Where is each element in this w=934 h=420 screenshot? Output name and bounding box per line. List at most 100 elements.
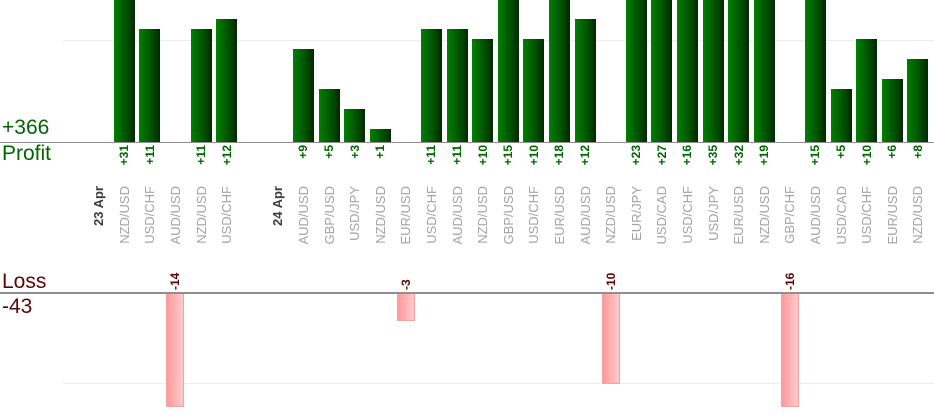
profit-bar — [676, 0, 698, 142]
profit-value-label: +1 — [373, 145, 388, 159]
profit-bar — [830, 89, 852, 142]
profit-bar — [420, 29, 442, 142]
loss-gridline — [63, 382, 934, 384]
loss-bar — [166, 293, 185, 407]
profit-value-label: +11 — [424, 145, 439, 165]
pair-label: EUR/JPY — [628, 186, 644, 241]
profit-bar — [369, 129, 391, 142]
profit-bar — [497, 0, 519, 142]
pair-label: USD/CHF — [423, 186, 439, 244]
profit-bar — [523, 39, 545, 142]
profit-bar — [574, 19, 596, 142]
profit-bar — [190, 29, 212, 142]
profit-value-label: +11 — [450, 145, 464, 165]
profit-value-label: +5 — [834, 145, 848, 159]
profit-value-label: +10 — [475, 145, 490, 166]
profit-bar — [804, 0, 826, 142]
pair-label: GBP/CHF — [782, 186, 798, 244]
pair-label: NZD/USD — [193, 186, 209, 244]
profit-value-label: +12 — [219, 145, 234, 166]
profit-bar — [139, 29, 161, 142]
profit-value-label: +19 — [757, 145, 772, 166]
profit-value-label: +6 — [885, 145, 900, 159]
pair-label: USD/CHF — [859, 186, 875, 244]
loss-value-label: -10 — [603, 272, 618, 290]
pair-label: GBP/USD — [500, 186, 516, 245]
profit-axis-line — [0, 141, 934, 143]
profit-bar — [113, 0, 135, 142]
profit-bar — [548, 0, 570, 142]
loss-plot-area — [0, 293, 934, 407]
pair-label: AUD/USD — [167, 186, 183, 245]
loss-axis-line — [0, 292, 934, 294]
pair-label: EUR/USD — [884, 186, 900, 245]
profit-value-label: +10 — [526, 145, 541, 166]
profit-value-label: +10 — [859, 145, 874, 166]
pair-label: USD/CHF — [142, 186, 158, 244]
profit-value-label: +35 — [706, 145, 720, 166]
profit-bar — [753, 0, 775, 142]
profit-bar — [472, 39, 494, 142]
pair-label: NZD/USD — [475, 186, 491, 244]
loss-value-label: -14 — [168, 272, 183, 290]
profit-bar — [907, 59, 929, 142]
profit-value-label: +23 — [629, 145, 644, 166]
pair-label: AUD/USD — [577, 186, 593, 245]
profit-value-label: +5 — [322, 145, 336, 159]
pair-label: AUD/USD — [295, 186, 311, 245]
profit-value-label: +18 — [552, 145, 567, 166]
profit-value-label: +15 — [808, 145, 823, 166]
loss-total: -43 — [2, 295, 33, 318]
profit-bar — [318, 89, 340, 142]
pair-label: GBP/USD — [321, 186, 337, 245]
profit-bar — [702, 0, 724, 142]
profit-plot-area — [0, 0, 934, 142]
pair-label: USD/JPY — [347, 186, 363, 241]
profit-value-label: +16 — [680, 145, 695, 166]
profit-value-label: +27 — [654, 145, 669, 166]
profit-value-label: +12 — [578, 145, 592, 166]
pair-label: USD/JPY — [705, 186, 721, 241]
profit-value-label: +9 — [296, 145, 311, 159]
pair-label: EUR/USD — [731, 186, 747, 245]
profit-bar — [728, 0, 750, 142]
profit-value-label: +32 — [731, 145, 746, 166]
profit-bar — [881, 79, 903, 142]
loss-bar — [396, 293, 415, 321]
date-label: 23 Apr — [91, 186, 107, 226]
loss-bar — [601, 293, 620, 384]
pair-label: AUD/USD — [449, 186, 465, 245]
profit-value-label: +8 — [910, 145, 925, 159]
profit-axis-label: Profit — [2, 142, 52, 165]
pair-label: NZD/USD — [116, 186, 132, 244]
profit-bar — [344, 109, 366, 142]
pair-label: USD/CHF — [526, 186, 542, 244]
profit-bar — [446, 29, 468, 142]
profit-value-label: +11 — [194, 145, 208, 165]
profit-value-label: +3 — [347, 145, 362, 159]
profit-value-label: +15 — [501, 145, 516, 166]
profit-total: +366 — [2, 116, 50, 139]
pair-label: NZD/USD — [756, 186, 772, 244]
profit-value-label: +31 — [117, 145, 132, 166]
pair-label: EUR/USD — [398, 186, 414, 245]
pair-label: NZD/USD — [603, 186, 619, 244]
date-label: 24 Apr — [270, 186, 286, 226]
loss-value-label: -3 — [398, 278, 413, 290]
pair-label: AUD/USD — [807, 186, 823, 245]
pair-label: NZD/USD — [372, 186, 388, 244]
pair-label: USD/CHF — [219, 186, 235, 244]
loss-bar — [780, 293, 799, 407]
loss-axis-label: Loss — [2, 270, 47, 293]
profit-bar — [292, 49, 314, 142]
pair-label: USD/CAD — [654, 186, 670, 245]
pair-label: USD/CAD — [833, 186, 849, 245]
pair-label: EUR/USD — [551, 186, 567, 245]
pair-label: USD/CHF — [679, 186, 695, 244]
profit-bar — [625, 0, 647, 142]
pair-label: NZD/USD — [910, 186, 926, 244]
loss-value-label: -16 — [782, 272, 797, 290]
profit-value-label: +11 — [142, 145, 157, 165]
profit-bar — [216, 19, 238, 142]
